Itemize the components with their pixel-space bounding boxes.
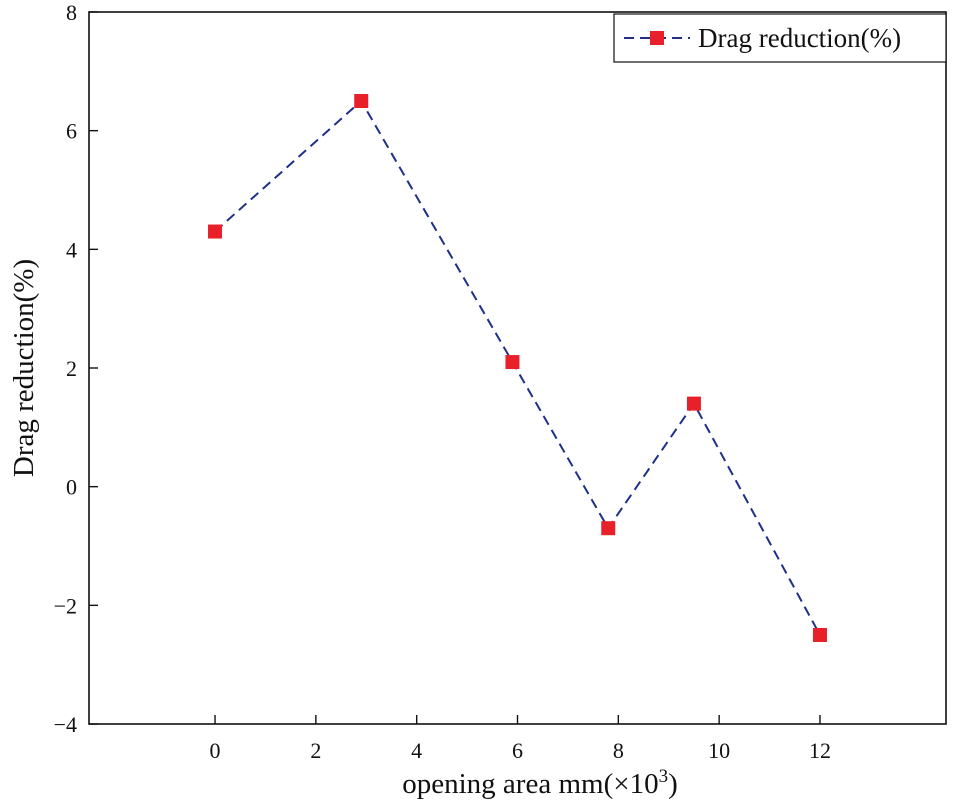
- data-point-0: [208, 224, 223, 239]
- y-tick-label-0: −4: [54, 712, 77, 737]
- y-axis-label: Drag reduction(%): [8, 259, 40, 477]
- data-point-4: [686, 396, 701, 411]
- y-tick-label-4: 4: [66, 237, 77, 262]
- y-axis-ticks: −4 −2 0 2 4 6 8: [54, 0, 98, 737]
- data-point-3: [601, 521, 616, 536]
- data-point-2: [505, 355, 520, 370]
- y-tick-label-3: 2: [66, 356, 77, 381]
- legend-label: Drag reduction(%): [698, 23, 901, 53]
- y-tick-label-5: 6: [66, 119, 77, 144]
- series-layer: [208, 94, 827, 642]
- series-line-0: [214, 99, 821, 636]
- x-axis-ticks: 0 2 4 6 8 10 12: [210, 715, 831, 763]
- x-axis-label-main: opening area mm(×10: [402, 768, 658, 800]
- x-tick-label-5: 10: [708, 738, 730, 763]
- y-tick-label-6: 8: [66, 0, 77, 25]
- x-axis-label-sup: 3: [659, 766, 669, 787]
- data-point-5: [812, 628, 827, 642]
- x-axis-label: opening area mm(×103): [402, 766, 678, 800]
- x-tick-label-1: 2: [310, 738, 321, 763]
- y-tick-label-1: −2: [54, 593, 77, 618]
- x-tick-label-4: 8: [613, 738, 624, 763]
- x-axis-label-close: ): [668, 768, 678, 800]
- data-point-1: [354, 94, 369, 108]
- legend-box: [613, 13, 947, 63]
- y-tick-label-2: 0: [66, 475, 77, 500]
- x-tick-label-3: 6: [512, 738, 523, 763]
- x-tick-label-6: 12: [809, 738, 831, 763]
- x-tick-label-2: 4: [411, 738, 422, 763]
- legend-marker: [650, 31, 664, 45]
- legend: Drag reduction(%): [613, 13, 947, 63]
- x-tick-label-0: 0: [210, 738, 221, 763]
